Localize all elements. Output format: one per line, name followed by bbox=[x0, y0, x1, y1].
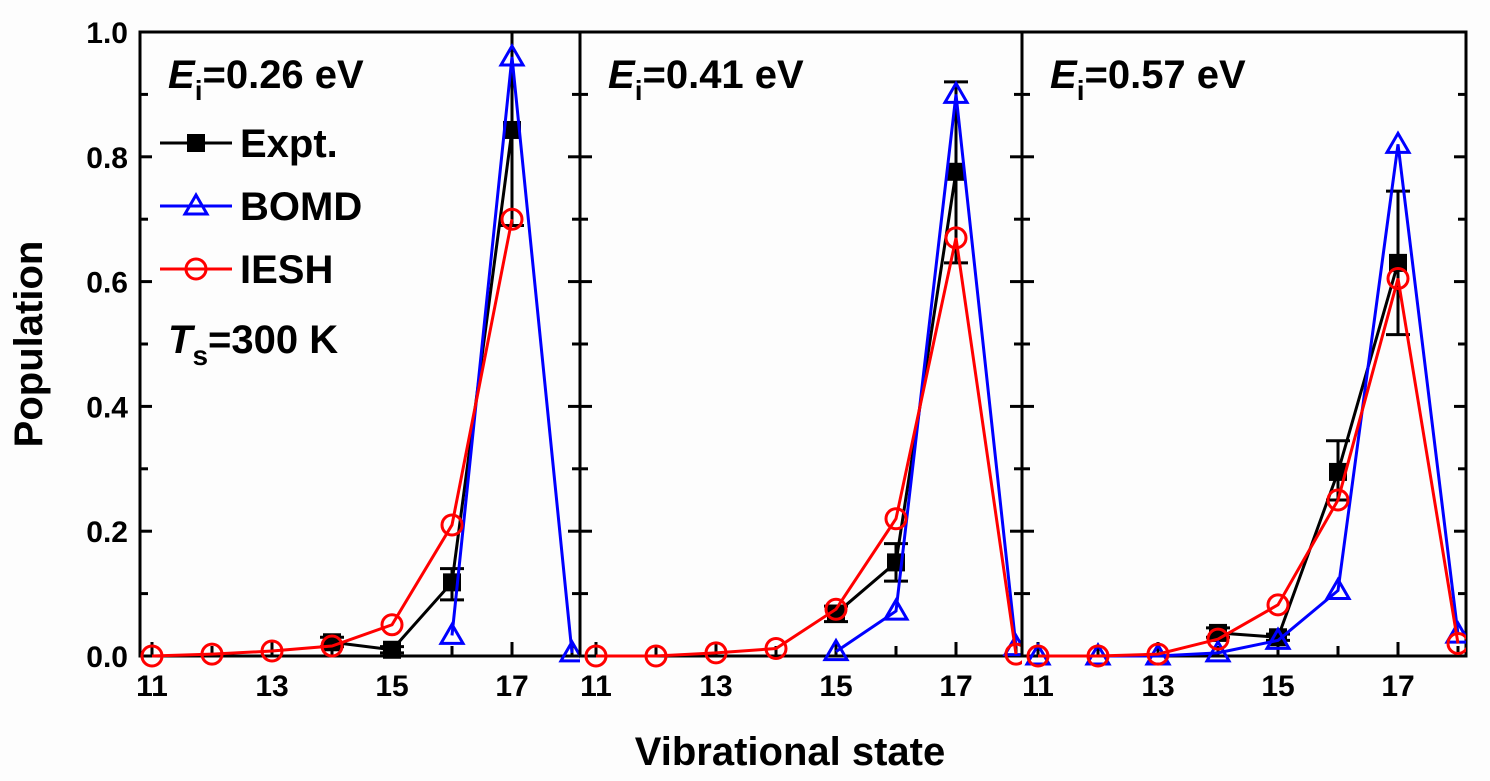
y-axis: 0.0 0.2 0.4 0.6 0.8 1.0 bbox=[86, 17, 128, 674]
y-tick-label: 0.6 bbox=[86, 267, 128, 300]
data-point bbox=[704, 641, 728, 665]
plot-area bbox=[1024, 130, 1466, 668]
series-line bbox=[1217, 262, 1400, 639]
legend-marker bbox=[187, 134, 205, 152]
legend-entry: IESH bbox=[160, 248, 333, 292]
x-tick-label: 15 bbox=[375, 670, 408, 703]
data-point bbox=[1206, 627, 1230, 651]
series-expt bbox=[1206, 189, 1410, 647]
legend-label: IESH bbox=[240, 248, 333, 292]
data-point bbox=[1446, 632, 1466, 656]
data-point bbox=[200, 642, 224, 666]
x-tick-label: 13 bbox=[699, 670, 732, 703]
series-expt bbox=[320, 30, 524, 659]
x-tick-label: 13 bbox=[1141, 670, 1174, 703]
x-tick-label: 17 bbox=[495, 670, 528, 703]
legend-label: BOMD bbox=[240, 185, 362, 229]
data-point bbox=[882, 597, 910, 621]
x-tick-label: 17 bbox=[1381, 670, 1414, 703]
data-point bbox=[584, 644, 608, 668]
y-tick-label: 1.0 bbox=[86, 17, 128, 50]
y-tick-label: 0.0 bbox=[86, 641, 128, 674]
x-axis-title: Vibrational state bbox=[635, 730, 945, 774]
data-point bbox=[1266, 593, 1290, 617]
data-point bbox=[500, 207, 524, 231]
legend-label: Expt. bbox=[240, 122, 338, 166]
data-point bbox=[947, 162, 965, 181]
series-line bbox=[1038, 144, 1460, 658]
data-point bbox=[558, 638, 580, 663]
data-point bbox=[944, 226, 968, 250]
data-point bbox=[1086, 644, 1110, 668]
data-point bbox=[1326, 488, 1350, 512]
panels: 11 13 15 17 Ei=0.26 eV 11 13 15 17 Ei=0.41 eV 11 13… bbox=[136, 30, 1468, 703]
data-point bbox=[822, 637, 850, 662]
x-tick-label: 17 bbox=[939, 670, 972, 703]
data-point bbox=[380, 613, 404, 637]
energy-annotation: Ei=0.57 eV bbox=[1050, 53, 1246, 106]
legend-entry: BOMD bbox=[160, 185, 362, 229]
data-point bbox=[764, 637, 788, 661]
y-tick-label: 0.8 bbox=[86, 142, 128, 175]
series-line bbox=[450, 56, 574, 654]
data-point bbox=[498, 42, 526, 67]
data-point bbox=[942, 80, 970, 104]
series-expt bbox=[824, 80, 968, 624]
plot-area bbox=[140, 30, 580, 668]
series-iesh bbox=[584, 226, 1022, 668]
series-bomd bbox=[438, 42, 580, 663]
legend-entry: Expt. bbox=[160, 122, 338, 166]
x-tick-label: 11 bbox=[1022, 670, 1054, 703]
data-point bbox=[1004, 642, 1022, 666]
x-tick-label: 13 bbox=[255, 670, 288, 703]
data-point bbox=[1146, 642, 1170, 666]
data-point bbox=[140, 644, 164, 668]
temperature-annotation: Ts=300 K bbox=[168, 318, 338, 371]
legend-marker bbox=[184, 257, 208, 281]
data-point bbox=[1384, 130, 1412, 154]
plot-area bbox=[584, 80, 1022, 668]
data-point bbox=[1026, 644, 1050, 668]
data-point bbox=[503, 120, 521, 139]
data-point bbox=[440, 513, 464, 537]
x-tick-label: 11 bbox=[136, 670, 168, 703]
y-tick-label: 0.4 bbox=[86, 391, 128, 424]
y-axis-title: Population bbox=[7, 241, 51, 448]
series-line bbox=[151, 218, 514, 658]
panel-1: 11 13 15 17 Ei=0.26 eV bbox=[136, 30, 582, 703]
data-point bbox=[438, 621, 466, 645]
legend-marker bbox=[182, 192, 210, 216]
data-point bbox=[260, 639, 284, 663]
series-iesh bbox=[1026, 266, 1466, 668]
panel-2: 11 13 15 17 Ei=0.41 eV bbox=[578, 30, 1024, 703]
x-tick-label: 15 bbox=[1261, 670, 1294, 703]
x-tick-label: 15 bbox=[819, 670, 852, 703]
data-point bbox=[1386, 266, 1410, 290]
data-point bbox=[824, 597, 848, 621]
series-line bbox=[835, 94, 1018, 653]
legend: Expt. BOMD IESH Ts=300 K bbox=[160, 122, 362, 371]
data-point bbox=[884, 507, 908, 531]
data-point bbox=[1264, 626, 1292, 650]
data-point bbox=[644, 644, 668, 668]
energy-annotation: Ei=0.26 eV bbox=[168, 53, 364, 106]
data-point bbox=[1324, 576, 1352, 600]
series-iesh bbox=[140, 207, 524, 668]
series-line bbox=[596, 237, 1018, 658]
panel-frame bbox=[1020, 30, 1468, 658]
data-point bbox=[1204, 638, 1232, 663]
x-tick-label: 11 bbox=[580, 670, 612, 703]
data-point bbox=[1329, 462, 1347, 481]
data-point bbox=[383, 640, 401, 659]
series-bomd bbox=[1024, 130, 1466, 666]
panel-3: 11 13 15 17 Ei=0.57 eV bbox=[1020, 30, 1468, 703]
y-tick-label: 0.2 bbox=[86, 516, 128, 549]
energy-annotation: Ei=0.41 eV bbox=[608, 53, 804, 106]
data-point bbox=[320, 634, 344, 658]
data-point bbox=[1389, 253, 1407, 272]
